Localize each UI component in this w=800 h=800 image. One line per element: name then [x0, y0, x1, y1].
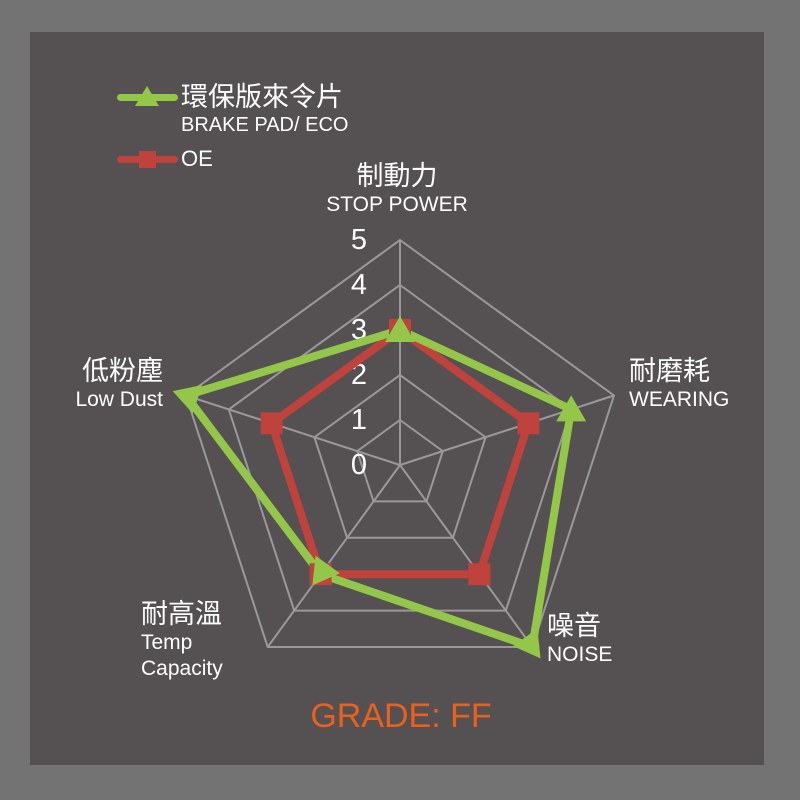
legend-item-eco: 環保版來令片: [117, 82, 348, 112]
tick-label-4: 4: [351, 269, 367, 301]
legend-eco-label: 環保版來令片: [181, 82, 343, 112]
triangle-marker: [385, 316, 415, 342]
axis-label-low-dust-zh: 低粉塵: [82, 356, 163, 386]
oe-line-square-icon: [117, 147, 178, 171]
axis-label-stop-power-en: STOP POWER: [326, 193, 468, 216]
legend-eco-sublabel: BRAKE PAD/ ECO: [181, 114, 349, 136]
eco-line-triangle-icon: [117, 85, 178, 109]
square-marker: [517, 412, 540, 435]
axis-label-wearing-en: WEARING: [629, 388, 730, 411]
axis-label-temp-capacity-en: Temp Capacity: [141, 631, 223, 680]
axis-label-stop-power: 制動力 STOP POWER: [326, 161, 468, 217]
axis-label-wearing: 耐磨耗 WEARING: [629, 356, 729, 412]
tick-label-0: 0: [351, 449, 367, 481]
axis-label-noise-en: NOISE: [547, 643, 613, 666]
triangle-marker: [172, 384, 203, 414]
axis-label-noise: 噪音 NOISE: [547, 611, 612, 667]
grade-label: GRADE: FF: [310, 697, 492, 735]
triangle-marker: [312, 555, 340, 586]
square-marker: [260, 412, 283, 435]
axis-label-temp-capacity: 耐高溫 Temp Capacity: [141, 599, 259, 682]
axis-label-low-dust: 低粉塵 Low Dust: [75, 356, 163, 412]
axis-label-noise-zh: 噪音: [547, 611, 601, 641]
legend: 環保版來令片 BRAKE PAD/ ECO OE: [117, 82, 348, 172]
series-polygon-0: [182, 326, 576, 651]
axis-label-low-dust-en: Low Dust: [75, 388, 163, 411]
axis-label-temp-capacity-zh: 耐高溫: [141, 599, 222, 629]
legend-item-oe: OE: [117, 146, 348, 172]
triangle-marker: [513, 628, 541, 659]
square-marker: [468, 563, 491, 586]
axis-label-wearing-zh: 耐磨耗: [629, 356, 710, 386]
series-markers-0: [172, 316, 587, 659]
radar-grid: [184, 238, 616, 648]
triangle-marker: [556, 395, 587, 422]
legend-oe-label: OE: [181, 146, 213, 171]
tick-label-5: 5: [351, 224, 367, 256]
axis-label-stop-power-zh: 制動力: [356, 161, 438, 191]
series-polygon-1: [267, 326, 533, 579]
tick-label-1: 1: [351, 404, 367, 436]
